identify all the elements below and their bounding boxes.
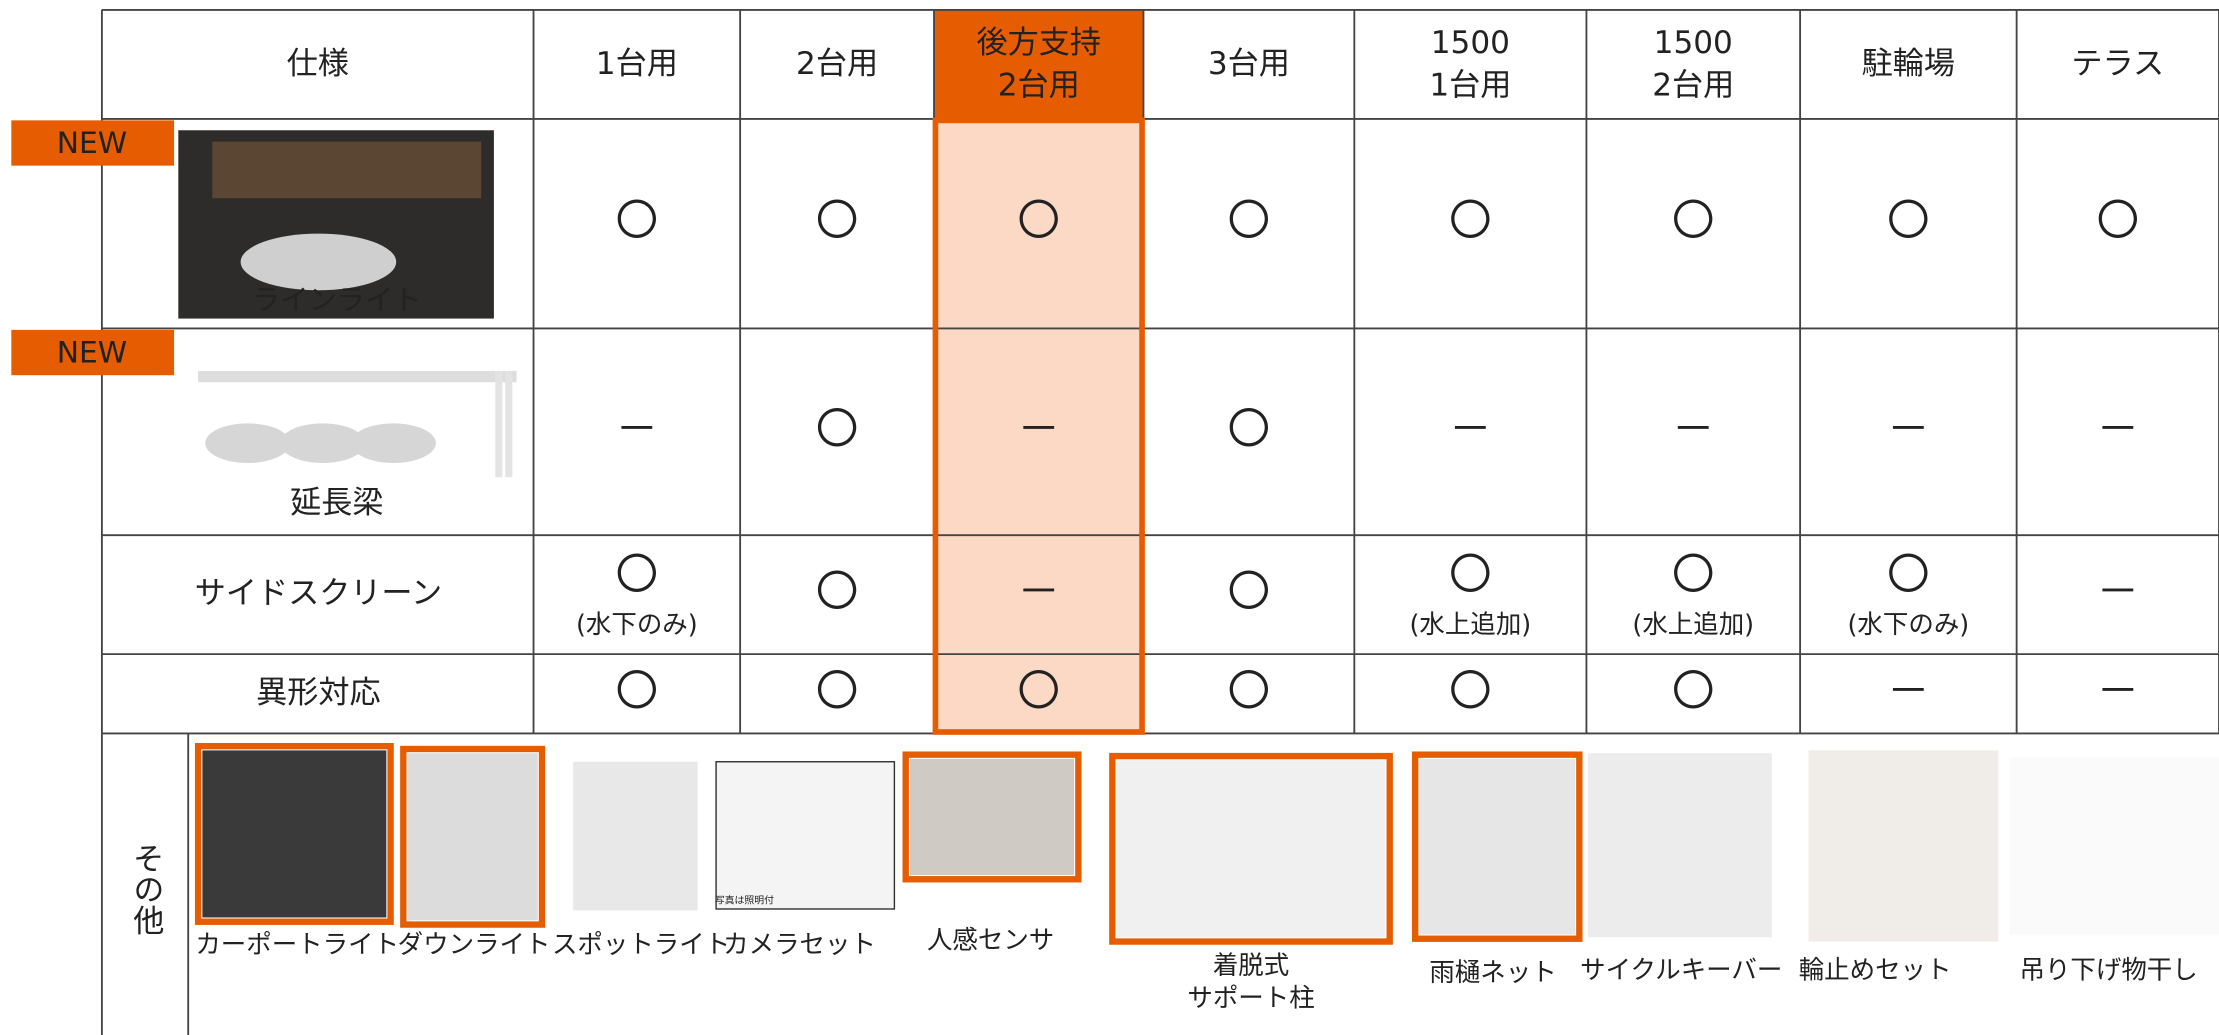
cell-mark: 〇 [1228,667,1270,716]
item-image [1587,753,1772,938]
cell-mark: 〇 [816,197,858,246]
item-image [202,750,387,918]
cell-mark: 〇 [1672,667,1714,716]
item-label: サポート柱 [1187,984,1314,1014]
item-highlight [400,745,546,928]
cell-mark: 〇 [1228,405,1270,454]
highlight-column [934,118,1144,734]
column-header: 1500 [1654,25,1733,61]
row-label: ラインライト [252,284,422,317]
cell-mark: － [1887,667,1929,716]
row-image [495,370,503,478]
row-image [205,423,291,463]
row-image [198,370,517,383]
photo-note: 写真は照明付 [715,893,774,906]
item-label: ダウンライト [398,930,551,960]
cell-mark: － [2097,667,2139,716]
cell-mark: － [2097,568,2139,617]
others-label: その他 [127,842,164,936]
item-image [909,758,1075,876]
cell-mark: 〇 [1018,197,1060,246]
cell-note: (水上追加) [1410,610,1532,640]
row-label: 延長梁 [290,485,383,521]
column-header: 1台用 [1429,67,1511,103]
column-header: テラス [2071,46,2164,82]
column-header: 駐輪場 [1862,46,1955,82]
item-image [715,761,896,910]
cell-mark: 〇 [1672,551,1714,600]
cell-mark: 〇 [1449,551,1491,600]
item-label: スポットライト [552,930,730,960]
cell-mark: 〇 [1018,667,1060,716]
cell-mark: 〇 [616,667,658,716]
item-image [407,753,538,921]
item-label: 雨樋ネット [1429,958,1556,988]
cell-mark: － [2097,405,2139,454]
item-highlight [902,751,1082,883]
cell-note: (水上追加) [1632,610,1754,640]
item-highlight [194,742,394,925]
cell-mark: 〇 [1449,667,1491,716]
cell-mark: 〇 [1887,197,1929,246]
cell-mark: － [1018,568,1060,617]
cell-mark: 〇 [816,405,858,454]
column-header: 1台用 [596,46,678,82]
row-image [212,141,482,199]
cell-mark: － [1887,405,1929,454]
highlight-border [932,117,1145,735]
row-label: 異形対応 [256,675,380,711]
cell-mark: 〇 [1228,568,1270,617]
cell-mark: 〇 [1449,197,1491,246]
highlight-header [934,9,1144,119]
cell-mark: 〇 [616,197,658,246]
cell-mark: 〇 [2097,197,2139,246]
item-label: 吊り下げ物干し [2019,955,2197,985]
row-image [240,233,397,291]
item-image [1419,758,1576,935]
new-badge [11,120,175,166]
column-header: 3台用 [1208,46,1290,82]
item-label: カメラセット [723,930,876,960]
cell-mark: 〇 [616,551,658,600]
row-image [505,370,513,478]
column-header: 2台用 [1652,67,1734,103]
item-label: カーポートライト [195,930,399,960]
cell-note: (水下のみ) [576,610,698,640]
item-label: 人感センサ [927,926,1054,956]
new-badge-text: NEW [57,335,127,370]
row-label: サイドスクリーン [195,576,442,612]
cell-mark: － [1018,405,1060,454]
item-image [1116,760,1386,938]
column-header: 後方支持 [976,25,1100,61]
column-header: 2台用 [998,67,1080,103]
item-highlight [1109,752,1393,945]
item-image [573,761,698,911]
column-header: 2台用 [796,46,878,82]
column-header: 1500 [1431,25,1510,61]
cell-mark: － [616,405,658,454]
column-header: 仕様 [287,46,349,82]
item-label: 着脱式 [1213,951,1289,981]
item-label: 輪止めセット [1799,955,1952,985]
cell-mark: － [1449,405,1491,454]
cell-note: (水下のみ) [1848,610,1970,640]
row-image [350,423,436,463]
cell-mark: 〇 [1672,197,1714,246]
cell-mark: 〇 [1887,551,1929,600]
cell-mark: － [1672,405,1714,454]
new-badge-text: NEW [57,126,127,161]
item-image [1808,750,1999,942]
cell-mark: 〇 [816,667,858,716]
cell-mark: 〇 [1228,197,1270,246]
row-image [280,423,366,463]
item-label: サイクルキーバー [1580,955,1782,985]
new-badge [11,329,175,376]
cell-mark: 〇 [816,568,858,617]
item-image [2009,757,2219,935]
item-highlight [1411,751,1583,942]
